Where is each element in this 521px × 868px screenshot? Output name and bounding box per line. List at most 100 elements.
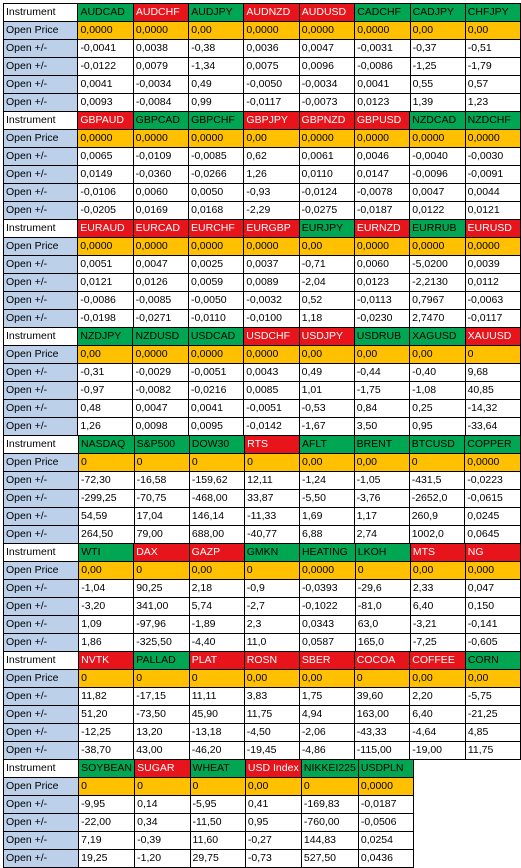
header-row: Instrument WTI DAX GAZP GMKN HEATING LKOH MTS NG	[2, 543, 521, 562]
value-cell: 0,0051	[77, 255, 134, 274]
open-price-cell: 0,0000	[409, 129, 466, 148]
open-price-cell: 0,0000	[354, 21, 411, 40]
value-cell: 0,57	[464, 75, 521, 94]
value-cell: 4,85	[464, 723, 521, 742]
value-cell: 146,14	[188, 507, 246, 526]
open-change-row: Open +/- 0,0093 -0,0084 0,99 -0,0117 -0,0073 0…	[2, 93, 521, 112]
open-change-row: Open +/- -9,95 0,14 -5,95 0,41 -169,83 -0,0187	[2, 795, 521, 814]
open-price-label: Open Price	[2, 345, 79, 364]
value-cell: -0,0082	[132, 381, 189, 400]
instrument-label: Instrument	[2, 759, 80, 778]
instrument-header: USDCAD	[187, 327, 245, 346]
open-price-cell: 0,000	[464, 561, 521, 580]
value-cell: 0,62	[243, 147, 300, 166]
value-cell: -13,18	[188, 723, 245, 742]
open-price-cell: 0	[189, 777, 246, 796]
value-cell: -0,141	[464, 615, 521, 634]
value-cell: 0,0041	[187, 399, 245, 418]
open-change-label: Open +/-	[2, 705, 80, 724]
open-change-row: Open +/- -0,97 -0,0082 -0,0216 0,0085 1,01 -1,…	[2, 381, 521, 400]
open-change-label: Open +/-	[2, 579, 80, 598]
instrument-header: ROSN	[243, 651, 300, 670]
open-price-cell: 0,00	[298, 345, 355, 364]
open-price-row: Open Price 0 0 0 0,00 0,00 0 0,00 0,00	[2, 669, 521, 688]
instrument-header: NG	[464, 543, 521, 562]
open-price-cell: 0	[133, 669, 190, 688]
open-price-cell: 0,0000	[187, 345, 245, 364]
value-cell: -0,0142	[243, 417, 300, 436]
open-change-label: Open +/-	[3, 471, 79, 490]
value-cell: -0,0078	[353, 183, 411, 202]
value-cell: -431,5	[408, 471, 466, 490]
value-cell: -2,06	[298, 723, 355, 742]
instrument-header: EURNZD	[353, 219, 411, 238]
value-cell: -0,40	[409, 363, 466, 382]
empty-cell	[414, 850, 468, 868]
open-change-label: Open +/-	[2, 687, 80, 706]
instrument-header: AFLT	[299, 435, 355, 454]
open-change-label: Open +/-	[2, 849, 80, 868]
instrument-header: GBPNZD	[298, 111, 355, 130]
value-cell: -19,00	[409, 741, 466, 760]
open-price-cell: 0,00	[78, 561, 135, 580]
value-cell: 0,34	[134, 813, 191, 832]
value-cell: -1,04	[78, 579, 135, 598]
value-cell: -299,25	[77, 489, 135, 508]
value-cell: -0,0085	[188, 147, 245, 166]
open-change-row: Open +/- 51,20 -73,50 45,90 11,75 4,94 163,00 6…	[2, 705, 521, 724]
value-cell: -0,73	[244, 849, 302, 868]
value-cell: 1,75	[298, 687, 355, 706]
value-cell: 54,59	[77, 507, 135, 526]
open-price-cell: 0,00	[353, 345, 411, 364]
value-cell: -1,79	[464, 57, 521, 76]
instrument-header: GBPUSD	[353, 111, 411, 130]
open-change-label: Open +/-	[2, 291, 79, 310]
value-cell: -5,0200	[409, 255, 466, 274]
instrument-header: NVTK	[78, 651, 135, 670]
value-cell: 12,11	[244, 471, 300, 490]
instrument-header: USDRUB	[353, 327, 411, 346]
value-cell: 0,0112	[464, 273, 521, 292]
open-change-row: Open +/- 1,26 0,0098 0,0095 -0,0142 -1,67 3,50…	[2, 417, 521, 436]
open-change-row: Open +/- -3,20 341,00 5,74 -2,7 -0,1022 -81,0 6…	[2, 597, 521, 616]
open-change-label: Open +/-	[2, 741, 80, 760]
instrument-header: EURCAD	[132, 219, 190, 238]
instrument-header: AUDCHF	[132, 3, 190, 22]
value-cell: 63,0	[354, 615, 411, 634]
value-cell: 0,0096	[298, 57, 356, 76]
open-price-cell: 0,0000	[77, 129, 134, 148]
value-cell: -0,27	[244, 831, 302, 850]
value-cell: -2652,0	[408, 489, 466, 508]
instrument-header: GBPCAD	[132, 111, 190, 130]
open-change-row: Open +/- -0,31 -0,0029 -0,0051 0,0043 0,49 -0,…	[2, 363, 521, 382]
value-cell: 1,69	[299, 507, 355, 526]
value-cell: -0,0124	[298, 183, 355, 202]
value-cell: -468,00	[188, 489, 246, 508]
value-cell: 0,0046	[353, 147, 411, 166]
open-price-row: Open Price 0,00 0,0000 0,0000 0,0000 0,00 0,00…	[2, 345, 521, 364]
value-cell: -2,04	[298, 273, 355, 292]
open-change-label: Open +/-	[2, 39, 79, 58]
value-cell: -0,0086	[77, 291, 134, 310]
value-cell: 0,0043	[243, 363, 300, 382]
instrument-header: AUDCAD	[77, 3, 134, 22]
value-cell: 264,50	[77, 525, 135, 544]
value-cell: -169,83	[300, 795, 359, 814]
open-change-row: Open +/- -22,00 0,34 -11,50 0,95 -760,00 -0,05…	[2, 813, 521, 832]
value-cell: 0,0041	[77, 75, 134, 94]
value-cell: 0,0079	[132, 57, 190, 76]
value-cell: -73,50	[133, 705, 190, 724]
value-cell: -0,0275	[298, 201, 355, 220]
value-cell: 144,83	[300, 831, 359, 850]
value-cell: -1,05	[353, 471, 410, 490]
header-row: Instrument NZDJPY NZDUSD USDCAD USDCHF USDJPY…	[2, 327, 521, 346]
open-price-cell: 0,0000	[132, 345, 189, 364]
open-price-cell: 0,00	[244, 777, 302, 796]
instrument-label: Instrument	[2, 327, 79, 346]
instrument-header: NIKKEI225	[300, 759, 359, 778]
value-cell: -0,0360	[132, 165, 190, 184]
open-change-row: Open +/- -72,30 -16,58 -159,62 12,11 -1,24 -1,…	[3, 471, 521, 490]
value-cell: -4,40	[188, 633, 245, 652]
value-cell: -0,0034	[298, 75, 356, 94]
instrument-header: WHEAT	[189, 759, 246, 778]
